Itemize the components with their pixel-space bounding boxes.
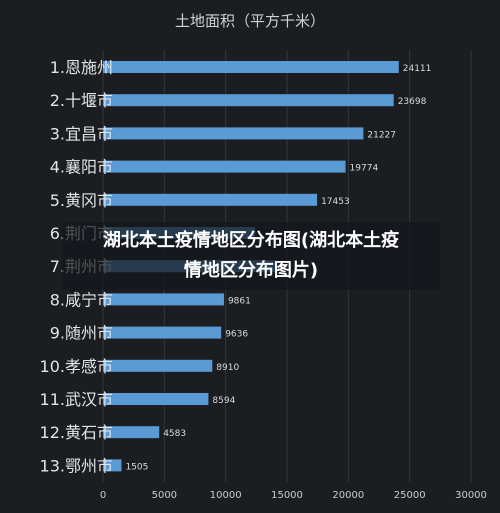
bar	[103, 193, 318, 206]
bar	[103, 127, 364, 140]
x-axis-ticks: 0 5000 10000 15000 20000 25000 30000	[100, 490, 487, 501]
x-tick-label: 10000	[210, 490, 242, 501]
category-label: 9.随州市	[50, 324, 113, 343]
value-labels: 24111 23698 21227 19774 17453 9861 9636 8910 859…	[125, 64, 431, 472]
category-label: 1.恩施州	[50, 58, 113, 77]
value-label: 23698	[398, 97, 427, 107]
chart-title: 土地面积（平方千米）	[175, 12, 325, 30]
value-label: 24111	[403, 64, 432, 74]
x-tick-label: 15000	[271, 490, 303, 501]
x-tick-label: 30000	[455, 490, 487, 501]
x-tick-label: 25000	[394, 490, 426, 501]
bar	[103, 393, 209, 405]
value-label: 19774	[350, 164, 379, 174]
caption-text: 湖北本土疫情地区分布图(湖北本土疫 情地区分布图片)	[62, 226, 440, 286]
value-label: 17453	[321, 197, 350, 207]
bar	[103, 459, 122, 472]
value-label: 9861	[228, 296, 251, 306]
bar	[103, 94, 394, 107]
x-tick-label: 5000	[152, 490, 177, 501]
category-label: 5.黄冈市	[50, 191, 113, 210]
category-label: 3.宜昌市	[50, 124, 113, 143]
value-label: 9636	[225, 330, 248, 340]
x-tick-label: 20000	[332, 490, 364, 501]
bar	[103, 61, 399, 73]
value-label: 1505	[125, 462, 148, 472]
x-tick-label: 0	[100, 490, 106, 501]
category-label: 11.武汉市	[40, 390, 113, 409]
bar	[103, 326, 222, 339]
category-label: 12.黄石市	[40, 423, 113, 442]
bar	[103, 426, 160, 439]
value-label: 8594	[212, 396, 235, 406]
category-label: 8.咸宁市	[50, 290, 113, 309]
bar	[103, 160, 346, 173]
category-label: 10.孝感市	[40, 357, 113, 376]
caption-overlay	[62, 222, 440, 290]
value-label: 4583	[163, 429, 186, 439]
category-label: 2.十堰市	[50, 91, 113, 110]
category-label: 4.襄阳市	[50, 158, 113, 177]
bar	[103, 293, 224, 306]
value-label: 8910	[216, 363, 239, 373]
value-label: 21227	[367, 130, 396, 140]
caption-line-2: 情地区分布图片)	[183, 260, 319, 281]
caption-line-1: 湖北本土疫情地区分布图(湖北本土疫	[102, 230, 400, 251]
category-label: 13.鄂州市	[40, 456, 113, 475]
bar	[103, 359, 213, 372]
